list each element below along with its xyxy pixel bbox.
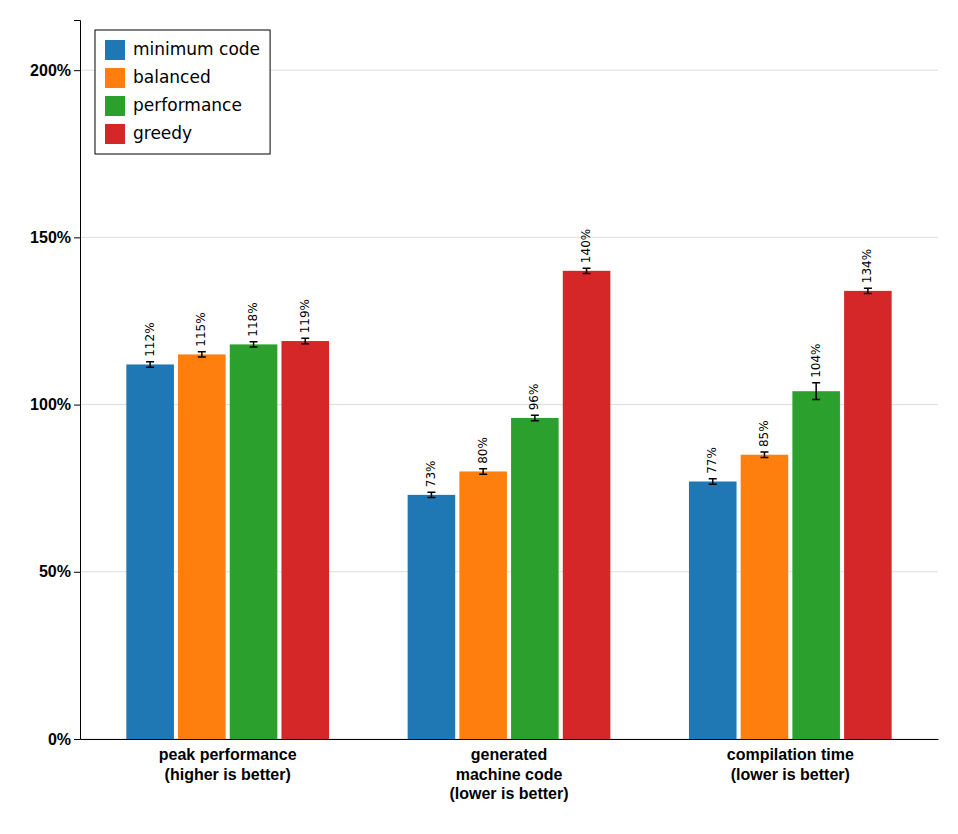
data-label: 119% (298, 299, 312, 333)
bar (178, 354, 226, 739)
legend-item: minimum code (105, 39, 260, 60)
error-bar (198, 352, 206, 357)
y-axis: 0% 50% 100% 150% 200% (30, 21, 80, 748)
bar (230, 344, 278, 739)
error-bar (583, 268, 591, 273)
legend-box (95, 30, 270, 154)
y-tick-mark (74, 572, 80, 573)
x-tick-label: generatedmachine code(lower is better) (449, 746, 568, 801)
series (230, 342, 840, 739)
y-axis-line (74, 21, 81, 740)
y-tick: 200% (30, 62, 80, 79)
legend-label: greedy (133, 123, 192, 143)
grid (80, 70, 938, 739)
error-bar (709, 479, 717, 484)
y-tick-mark (74, 739, 80, 740)
data-label: 85% (757, 420, 771, 447)
data-label: 96% (527, 384, 541, 411)
legend-swatch (105, 68, 125, 88)
data-labels: 112% 73% 77% 115% 80% 85% 118% 96% 104% 119% 140% 1… (143, 229, 875, 487)
data-label: 118% (246, 302, 260, 336)
y-tick-mark (74, 237, 80, 238)
data-label: 77% (705, 447, 719, 474)
error-bar (479, 469, 487, 474)
data-label: 115% (194, 312, 208, 346)
y-tick-mark (74, 405, 80, 406)
x-tick: peak performance(higher is better) (159, 746, 297, 782)
legend-swatch (105, 124, 125, 144)
error-bar (301, 338, 309, 343)
y-tick-label: 150% (30, 229, 71, 246)
legend-swatch (105, 96, 125, 116)
y-tick-label: 50% (39, 563, 71, 580)
data-label: 80% (476, 437, 490, 464)
bar (844, 291, 892, 739)
x-axis: peak performance(higher is better) genera… (81, 740, 939, 802)
bar (689, 481, 737, 739)
bar (741, 455, 789, 739)
legend-item: greedy (105, 123, 192, 144)
x-tick-label: peak performance(higher is better) (159, 746, 297, 782)
plot-area (126, 268, 891, 739)
legend-label: balanced (133, 67, 211, 87)
error-bar (531, 415, 539, 420)
x-tick: compilation time(lower is better) (727, 746, 854, 782)
data-label: 73% (424, 461, 438, 488)
legend: minimum code balanced performance greedy (95, 30, 270, 154)
error-bar (146, 362, 154, 367)
y-tick: 150% (30, 229, 80, 246)
bar (511, 418, 559, 739)
y-tick-label: 200% (30, 62, 71, 79)
bar (126, 364, 174, 739)
x-axis-line (81, 739, 939, 740)
y-tick-label: 0% (48, 731, 71, 748)
error-bar (427, 492, 435, 497)
x-tick: generatedmachine code(lower is better) (449, 746, 568, 801)
legend-swatch (105, 40, 125, 60)
error-bar (812, 383, 820, 400)
data-label: 104% (809, 344, 823, 378)
bar (408, 495, 456, 739)
bar (281, 341, 329, 739)
legend-label: performance (133, 95, 242, 115)
series (281, 268, 891, 739)
y-tick-label: 100% (30, 396, 71, 413)
data-label: 112% (143, 322, 157, 356)
y-tick: 100% (30, 396, 80, 413)
error-bar (864, 288, 872, 293)
bar (459, 471, 507, 739)
legend-item: balanced (105, 67, 211, 88)
legend-label: minimum code (133, 39, 260, 59)
y-tick-mark (74, 70, 80, 71)
chart: 112% 73% 77% 115% 80% 85% 118% 96% 104% 119% 140% 1… (0, 0, 958, 834)
error-bar (250, 342, 258, 347)
data-label: 134% (860, 249, 874, 283)
legend-item: performance (105, 95, 242, 116)
data-label: 140% (579, 229, 593, 263)
bar (792, 391, 840, 739)
error-bar (760, 452, 768, 457)
bar (563, 271, 611, 739)
y-tick: 50% (39, 563, 80, 580)
y-tick: 0% (48, 731, 80, 748)
x-tick-label: compilation time(lower is better) (727, 746, 854, 782)
grid-line (80, 237, 938, 238)
